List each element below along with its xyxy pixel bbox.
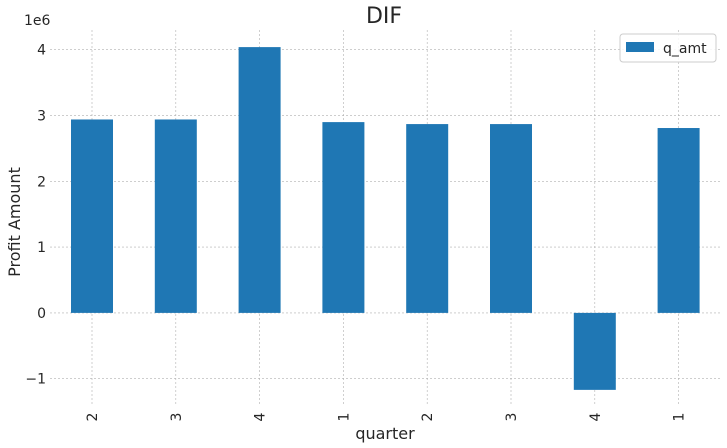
y-tick-label: 1 xyxy=(37,240,46,256)
x-axis-ticks: 2 3 4 1 2 3 4 1 xyxy=(85,412,688,421)
legend-swatch-q-amt xyxy=(626,42,654,52)
chart-title: DIF xyxy=(366,4,402,29)
x-axis-label: quarter xyxy=(355,424,415,443)
x-tick-label: 3 xyxy=(169,413,185,422)
x-tick-label: 1 xyxy=(672,413,688,422)
x-tick-label: 4 xyxy=(253,412,269,421)
legend: q_amt xyxy=(619,33,717,63)
bar xyxy=(154,119,197,313)
legend-frame xyxy=(619,33,717,63)
bar xyxy=(322,122,365,313)
bar xyxy=(657,128,700,313)
y-axis-label: Profit Amount xyxy=(5,167,24,277)
bar xyxy=(238,47,281,313)
y-tick-label: 0 xyxy=(37,306,46,322)
grid xyxy=(50,30,720,405)
y-axis-offset-text: 1e6 xyxy=(24,13,51,29)
bar xyxy=(406,124,449,313)
x-tick-label: 2 xyxy=(85,413,101,422)
x-tick-label: 4 xyxy=(588,412,604,421)
legend-label-q-amt: q_amt xyxy=(663,41,707,57)
y-axis-ticks: −1 0 1 2 3 4 xyxy=(25,43,46,388)
y-tick-label: 4 xyxy=(37,43,46,59)
bar xyxy=(490,124,532,313)
y-tick-label: −1 xyxy=(25,372,46,388)
y-tick-label: 2 xyxy=(37,174,46,190)
x-tick-label: 1 xyxy=(336,413,352,422)
x-tick-label: 2 xyxy=(420,413,436,422)
bar xyxy=(573,312,616,390)
x-tick-label: 3 xyxy=(504,413,520,422)
bars xyxy=(71,47,700,390)
y-tick-label: 3 xyxy=(37,109,46,125)
bar xyxy=(71,119,113,313)
